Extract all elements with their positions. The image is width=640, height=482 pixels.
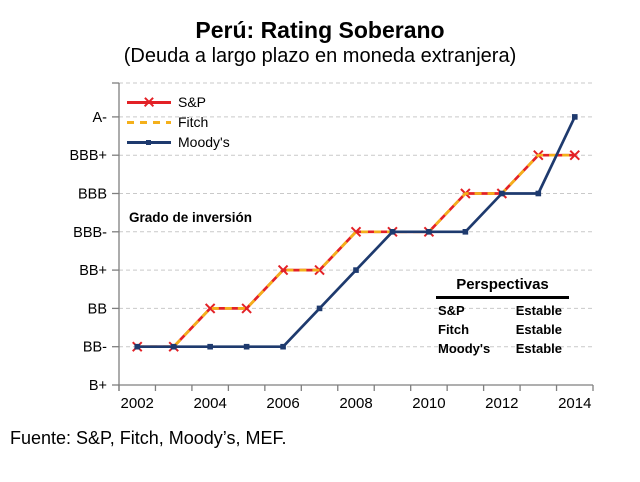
agency-name: S&P	[438, 303, 465, 318]
square-marker	[170, 343, 177, 350]
investment-grade-annotation: Grado de inversión	[129, 210, 253, 225]
x-marker	[569, 149, 580, 161]
y-axis-label: BB+	[79, 263, 107, 279]
outlook-value: Estable	[515, 322, 562, 337]
page-subtitle: (Deuda a largo plazo en moneda extranjer…	[123, 45, 517, 67]
sp-line-swatch-icon	[127, 95, 171, 109]
agency-name: Fitch	[438, 322, 470, 337]
legend-label: Moody's	[178, 134, 230, 150]
legend-label: S&P	[178, 94, 207, 110]
x-axis-label: 2002	[121, 395, 154, 412]
square-marker	[571, 114, 578, 120]
chart-legend: S&P Fitch Moody's	[127, 92, 230, 152]
square-marker	[426, 229, 432, 235]
y-axis-label: BB-	[83, 340, 107, 356]
perspectivas-row: Moody's Estable	[436, 341, 569, 356]
x-marker	[204, 303, 216, 314]
outlook-value: Estable	[515, 341, 562, 356]
square-marker	[280, 343, 286, 350]
legend-item-sp: S&P	[127, 92, 230, 112]
y-axis-label: BBB+	[70, 148, 107, 164]
x-marker	[314, 264, 325, 276]
square-marker	[316, 305, 323, 312]
square-marker	[353, 267, 359, 273]
x-axis-label: 2006	[266, 395, 299, 412]
perspectivas-title: Perspectivas	[436, 276, 569, 299]
fitch-line-swatch-icon	[127, 115, 171, 129]
x-axis-label: 2012	[485, 395, 518, 412]
perspectivas-row: Fitch Estable	[436, 322, 569, 337]
perspectivas-table: Perspectivas S&P Estable Fitch Estable M…	[436, 276, 569, 356]
square-marker	[535, 190, 542, 197]
legend-label: Fitch	[178, 114, 209, 130]
square-marker	[462, 229, 469, 235]
y-axis-label: A-	[93, 110, 108, 126]
x-axis-label: 2010	[412, 395, 445, 412]
agency-name: Moody's	[438, 341, 491, 356]
moodys-line-swatch-icon	[127, 135, 171, 149]
square-marker	[243, 343, 250, 350]
x-axis-label: 2004	[193, 395, 226, 412]
y-axis-label: BB	[88, 301, 107, 317]
x-axis-label: 2008	[339, 395, 372, 412]
legend-item-fitch: Fitch	[127, 112, 230, 132]
square-marker	[207, 343, 213, 350]
perspectivas-row: S&P Estable	[436, 303, 569, 318]
y-axis-label: B+	[89, 378, 107, 394]
legend-square-marker-icon	[146, 140, 151, 145]
square-marker	[499, 190, 505, 197]
legend-line	[127, 121, 171, 124]
legend-item-moodys: Moody's	[127, 132, 230, 152]
x-axis-label: 2014	[558, 395, 591, 412]
page-title: Perú: Rating Soberano	[195, 17, 445, 43]
square-marker	[389, 229, 396, 235]
y-axis-label: BBB	[78, 187, 107, 203]
square-marker	[134, 343, 141, 350]
y-axis-label: BBB-	[73, 225, 107, 241]
source-note: Fuente: S&P, Fitch, Moody’s, MEF.	[10, 428, 287, 448]
outlook-value: Estable	[515, 303, 562, 318]
